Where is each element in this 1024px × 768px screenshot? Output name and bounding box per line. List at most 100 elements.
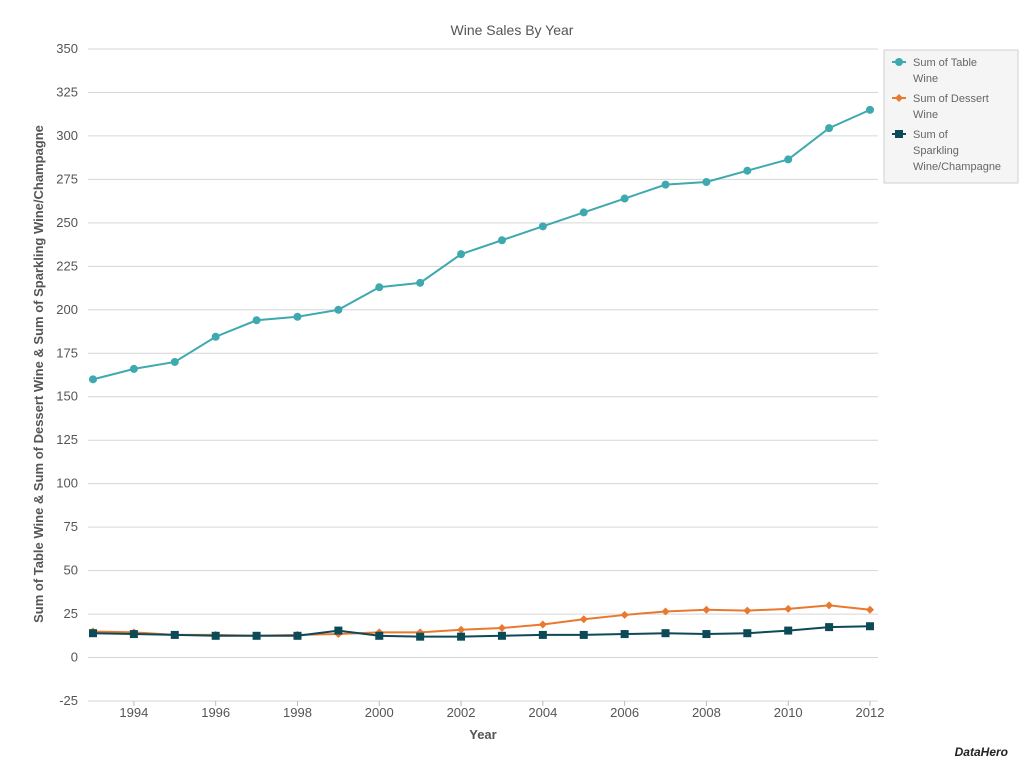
x-axis-ticks: 1994 1996 1998 2000 2002 2004 2006 2008 2010 2012: [119, 701, 884, 720]
data-point-sum-of-dessert-wine: [702, 605, 711, 614]
data-point-sum-of-sparkling-wine-champagne: [825, 623, 834, 632]
y-tick-label: 50: [64, 563, 78, 578]
x-tick-label: 2006: [610, 705, 639, 720]
data-point-sum-of-table-wine: [129, 364, 138, 373]
data-point-sum-of-dessert-wine: [825, 601, 834, 610]
y-axis-ticks: 3503253002752502252001751501251007550250…: [56, 41, 78, 708]
series-line-sum-of-dessert-wine: [92, 604, 871, 637]
legend-swatch-marker: [895, 58, 903, 66]
legend-item-sum-of-table-wine: Sum of Table Wine: [892, 57, 977, 85]
series-sum-of-table-wine: [89, 105, 874, 384]
data-point-sum-of-sparkling-wine-champagne: [170, 630, 179, 639]
data-point-sum-of-table-wine: [702, 178, 711, 187]
x-tick-label: 2000: [365, 705, 394, 720]
data-point-sum-of-sparkling-wine-champagne: [866, 622, 874, 631]
data-point-sum-of-table-wine: [170, 357, 179, 366]
x-tick-label: 2004: [528, 705, 557, 720]
x-axis-title: Year: [469, 727, 496, 742]
y-tick-label: -25: [59, 693, 78, 708]
series-line-sum-of-sparkling-wine-champagne: [92, 625, 871, 638]
data-point-sum-of-dessert-wine: [457, 625, 466, 634]
series-line-sum-of-table-wine: [92, 108, 871, 381]
data-point-sum-of-sparkling-wine-champagne: [211, 631, 220, 640]
y-tick-label: 325: [56, 84, 78, 99]
y-tick-label: 225: [56, 258, 78, 273]
y-tick-label: 175: [56, 345, 78, 360]
data-point-sum-of-sparkling-wine-champagne: [416, 632, 425, 641]
x-tick-label: 1998: [283, 705, 312, 720]
data-point-sum-of-table-wine: [375, 283, 384, 292]
y-tick-label: 275: [56, 171, 78, 186]
chart-title: Wine Sales By Year: [451, 22, 574, 38]
legend-swatch-marker: [895, 94, 903, 102]
y-axis-title: Sum of Table Wine & Sum of Dessert Wine …: [31, 125, 46, 623]
data-point-sum-of-table-wine: [293, 312, 302, 321]
data-point-sum-of-sparkling-wine-champagne: [129, 630, 138, 639]
data-point-sum-of-sparkling-wine-champagne: [497, 631, 506, 640]
data-point-sum-of-sparkling-wine-champagne: [375, 631, 384, 640]
y-tick-label: 125: [56, 432, 78, 447]
data-point-sum-of-sparkling-wine-champagne: [784, 626, 793, 635]
legend-label: Wine/Champagne: [913, 161, 1001, 173]
y-tick-label: 100: [56, 476, 78, 491]
data-point-sum-of-dessert-wine: [743, 606, 752, 615]
data-point-sum-of-table-wine: [334, 305, 343, 314]
legend-item-sum-of-dessert-wine: Sum of Dessert Wine: [892, 93, 989, 121]
data-point-sum-of-table-wine: [620, 194, 629, 203]
y-tick-label: 300: [56, 128, 78, 143]
data-point-sum-of-dessert-wine: [620, 610, 629, 619]
series-sum-of-sparkling-wine-champagne: [89, 622, 874, 641]
data-point-sum-of-sparkling-wine-champagne: [743, 629, 752, 638]
data-point-sum-of-table-wine: [252, 316, 261, 325]
data-point-sum-of-sparkling-wine-champagne: [661, 629, 670, 638]
x-tick-label: 1996: [201, 705, 230, 720]
legend-swatch-marker: [895, 130, 903, 138]
series-group: [89, 105, 874, 641]
data-point-sum-of-table-wine: [743, 166, 752, 175]
data-point-sum-of-dessert-wine: [784, 604, 793, 613]
data-point-sum-of-sparkling-wine-champagne: [293, 631, 302, 640]
y-tick-label: 350: [56, 41, 78, 56]
x-tick-label: 2012: [856, 705, 885, 720]
data-point-sum-of-table-wine: [416, 278, 425, 287]
data-point-sum-of-sparkling-wine-champagne: [457, 632, 466, 641]
gridlines: [88, 48, 878, 702]
data-point-sum-of-table-wine: [538, 222, 547, 231]
data-point-sum-of-table-wine: [89, 375, 97, 384]
data-point-sum-of-sparkling-wine-champagne: [252, 631, 261, 640]
data-point-sum-of-dessert-wine: [579, 615, 588, 624]
data-point-sum-of-dessert-wine: [661, 607, 670, 616]
x-tick-label: 2008: [692, 705, 721, 720]
x-tick-label: 2010: [774, 705, 803, 720]
data-point-sum-of-sparkling-wine-champagne: [538, 630, 547, 639]
data-point-sum-of-table-wine: [866, 105, 874, 114]
y-tick-label: 75: [64, 519, 78, 534]
data-point-sum-of-sparkling-wine-champagne: [89, 629, 97, 638]
legend-label: Sum of Table: [913, 57, 977, 69]
y-tick-label: 25: [64, 606, 78, 621]
x-tick-label: 1994: [119, 705, 148, 720]
legend-box: [883, 49, 1019, 184]
data-point-sum-of-dessert-wine: [866, 605, 874, 614]
x-tick-label: 2002: [447, 705, 476, 720]
data-point-sum-of-table-wine: [579, 208, 588, 217]
series-sum-of-dessert-wine: [89, 601, 874, 640]
data-point-sum-of-sparkling-wine-champagne: [579, 630, 588, 639]
y-tick-label: 200: [56, 302, 78, 317]
legend-label: Sum of Dessert: [913, 93, 989, 105]
data-point-sum-of-table-wine: [497, 236, 506, 245]
legend-label: Sum of: [913, 129, 949, 141]
data-point-sum-of-table-wine: [661, 180, 670, 189]
data-point-sum-of-dessert-wine: [497, 623, 506, 632]
data-point-sum-of-dessert-wine: [538, 620, 547, 629]
data-point-sum-of-table-wine: [784, 155, 793, 164]
legend-label: Wine: [913, 109, 938, 121]
legend-label: Wine: [913, 73, 938, 85]
data-point-sum-of-table-wine: [825, 124, 834, 133]
data-point-sum-of-table-wine: [211, 332, 220, 341]
y-tick-label: 250: [56, 215, 78, 230]
